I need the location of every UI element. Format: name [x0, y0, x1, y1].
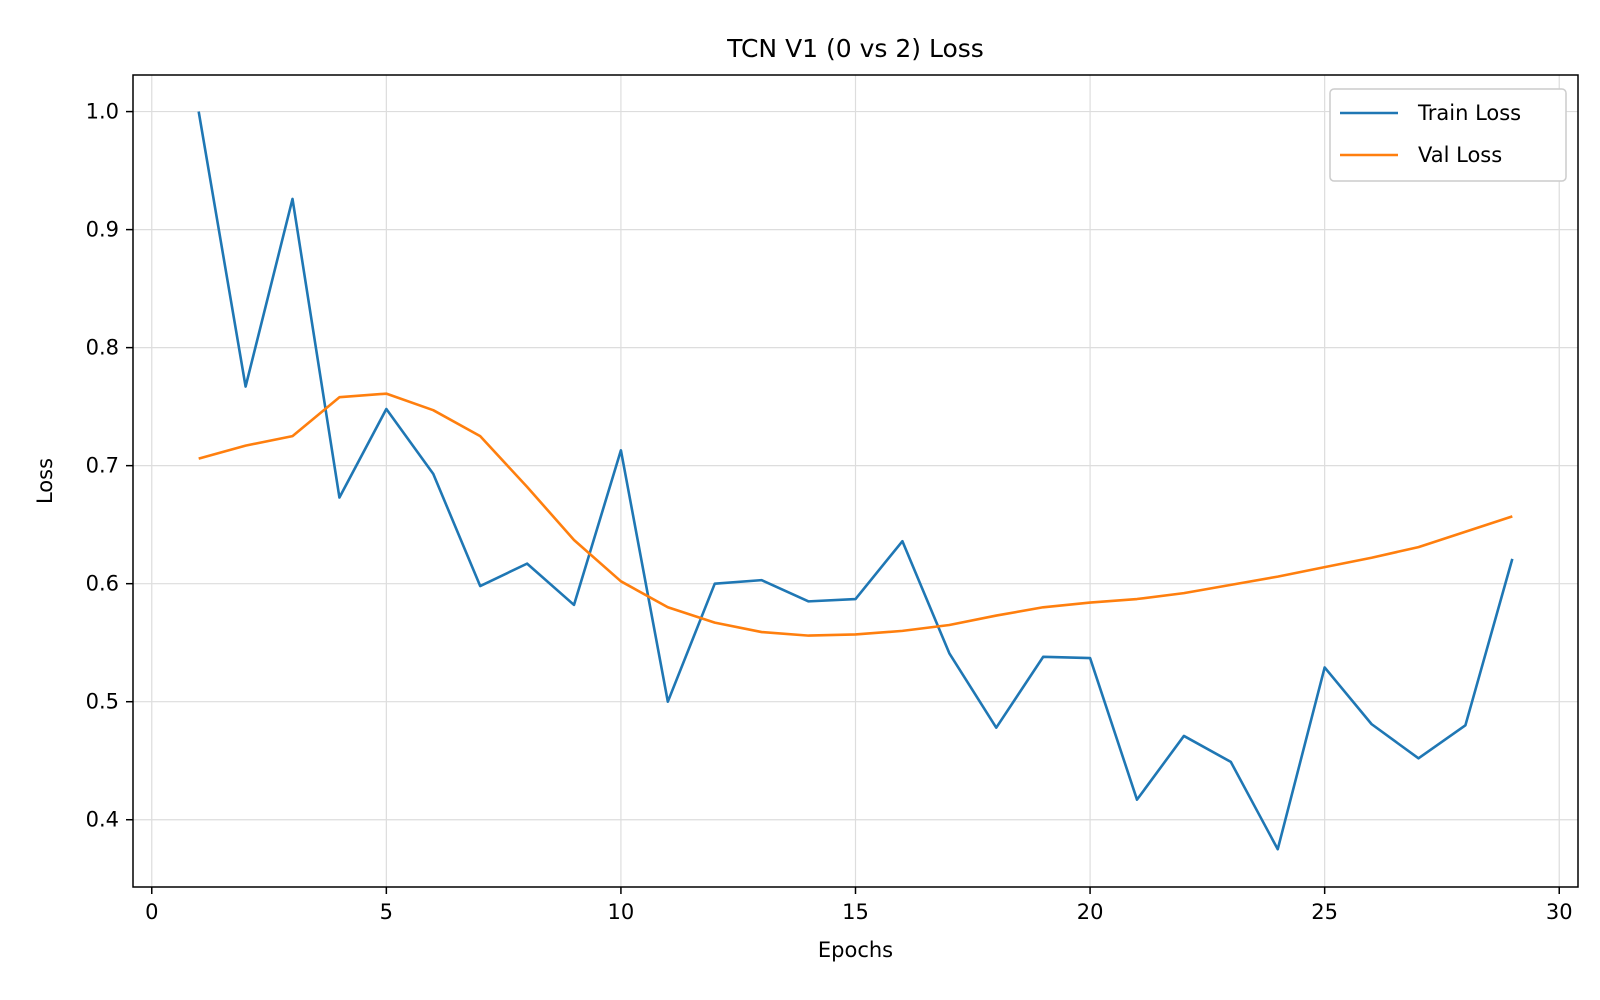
x-tick-label: 15 — [842, 900, 869, 924]
y-ticks: 0.4 0.5 0.6 0.7 0.8 0.9 1.0 — [86, 100, 133, 832]
y-tick-label: 0.6 — [86, 572, 119, 596]
y-axis-label: Loss — [33, 458, 57, 504]
x-axis-label: Epochs — [818, 938, 893, 962]
grid-layer — [133, 75, 1578, 887]
y-tick-label: 0.4 — [86, 808, 119, 832]
chart-title: TCN V1 (0 vs 2) Loss — [726, 34, 984, 63]
y-tick-label: 0.5 — [86, 690, 119, 714]
x-tick-label: 30 — [1546, 900, 1573, 924]
legend-label-val-loss: Val Loss — [1418, 143, 1502, 167]
y-tick-label: 0.8 — [86, 336, 119, 360]
legend: Train Loss Val Loss — [1329, 88, 1567, 182]
series-line-val-loss — [198, 392, 1513, 637]
x-tick-label: 25 — [1311, 900, 1338, 924]
x-ticks: 0 5 10 15 20 25 30 — [145, 887, 1573, 924]
x-tick-label: 0 — [145, 900, 158, 924]
x-tick-label: 10 — [608, 900, 635, 924]
x-tick-label: 5 — [380, 900, 393, 924]
y-tick-label: 0.9 — [86, 218, 119, 242]
legend-label-train-loss: Train Loss — [1417, 101, 1521, 125]
y-tick-label: 1.0 — [86, 100, 119, 124]
series-line-train-loss — [197, 111, 1514, 851]
y-tick-label: 0.7 — [86, 454, 119, 478]
series-layer — [197, 111, 1514, 851]
legend-items: Train Loss Val Loss — [1340, 101, 1521, 167]
x-tick-label: 20 — [1077, 900, 1104, 924]
